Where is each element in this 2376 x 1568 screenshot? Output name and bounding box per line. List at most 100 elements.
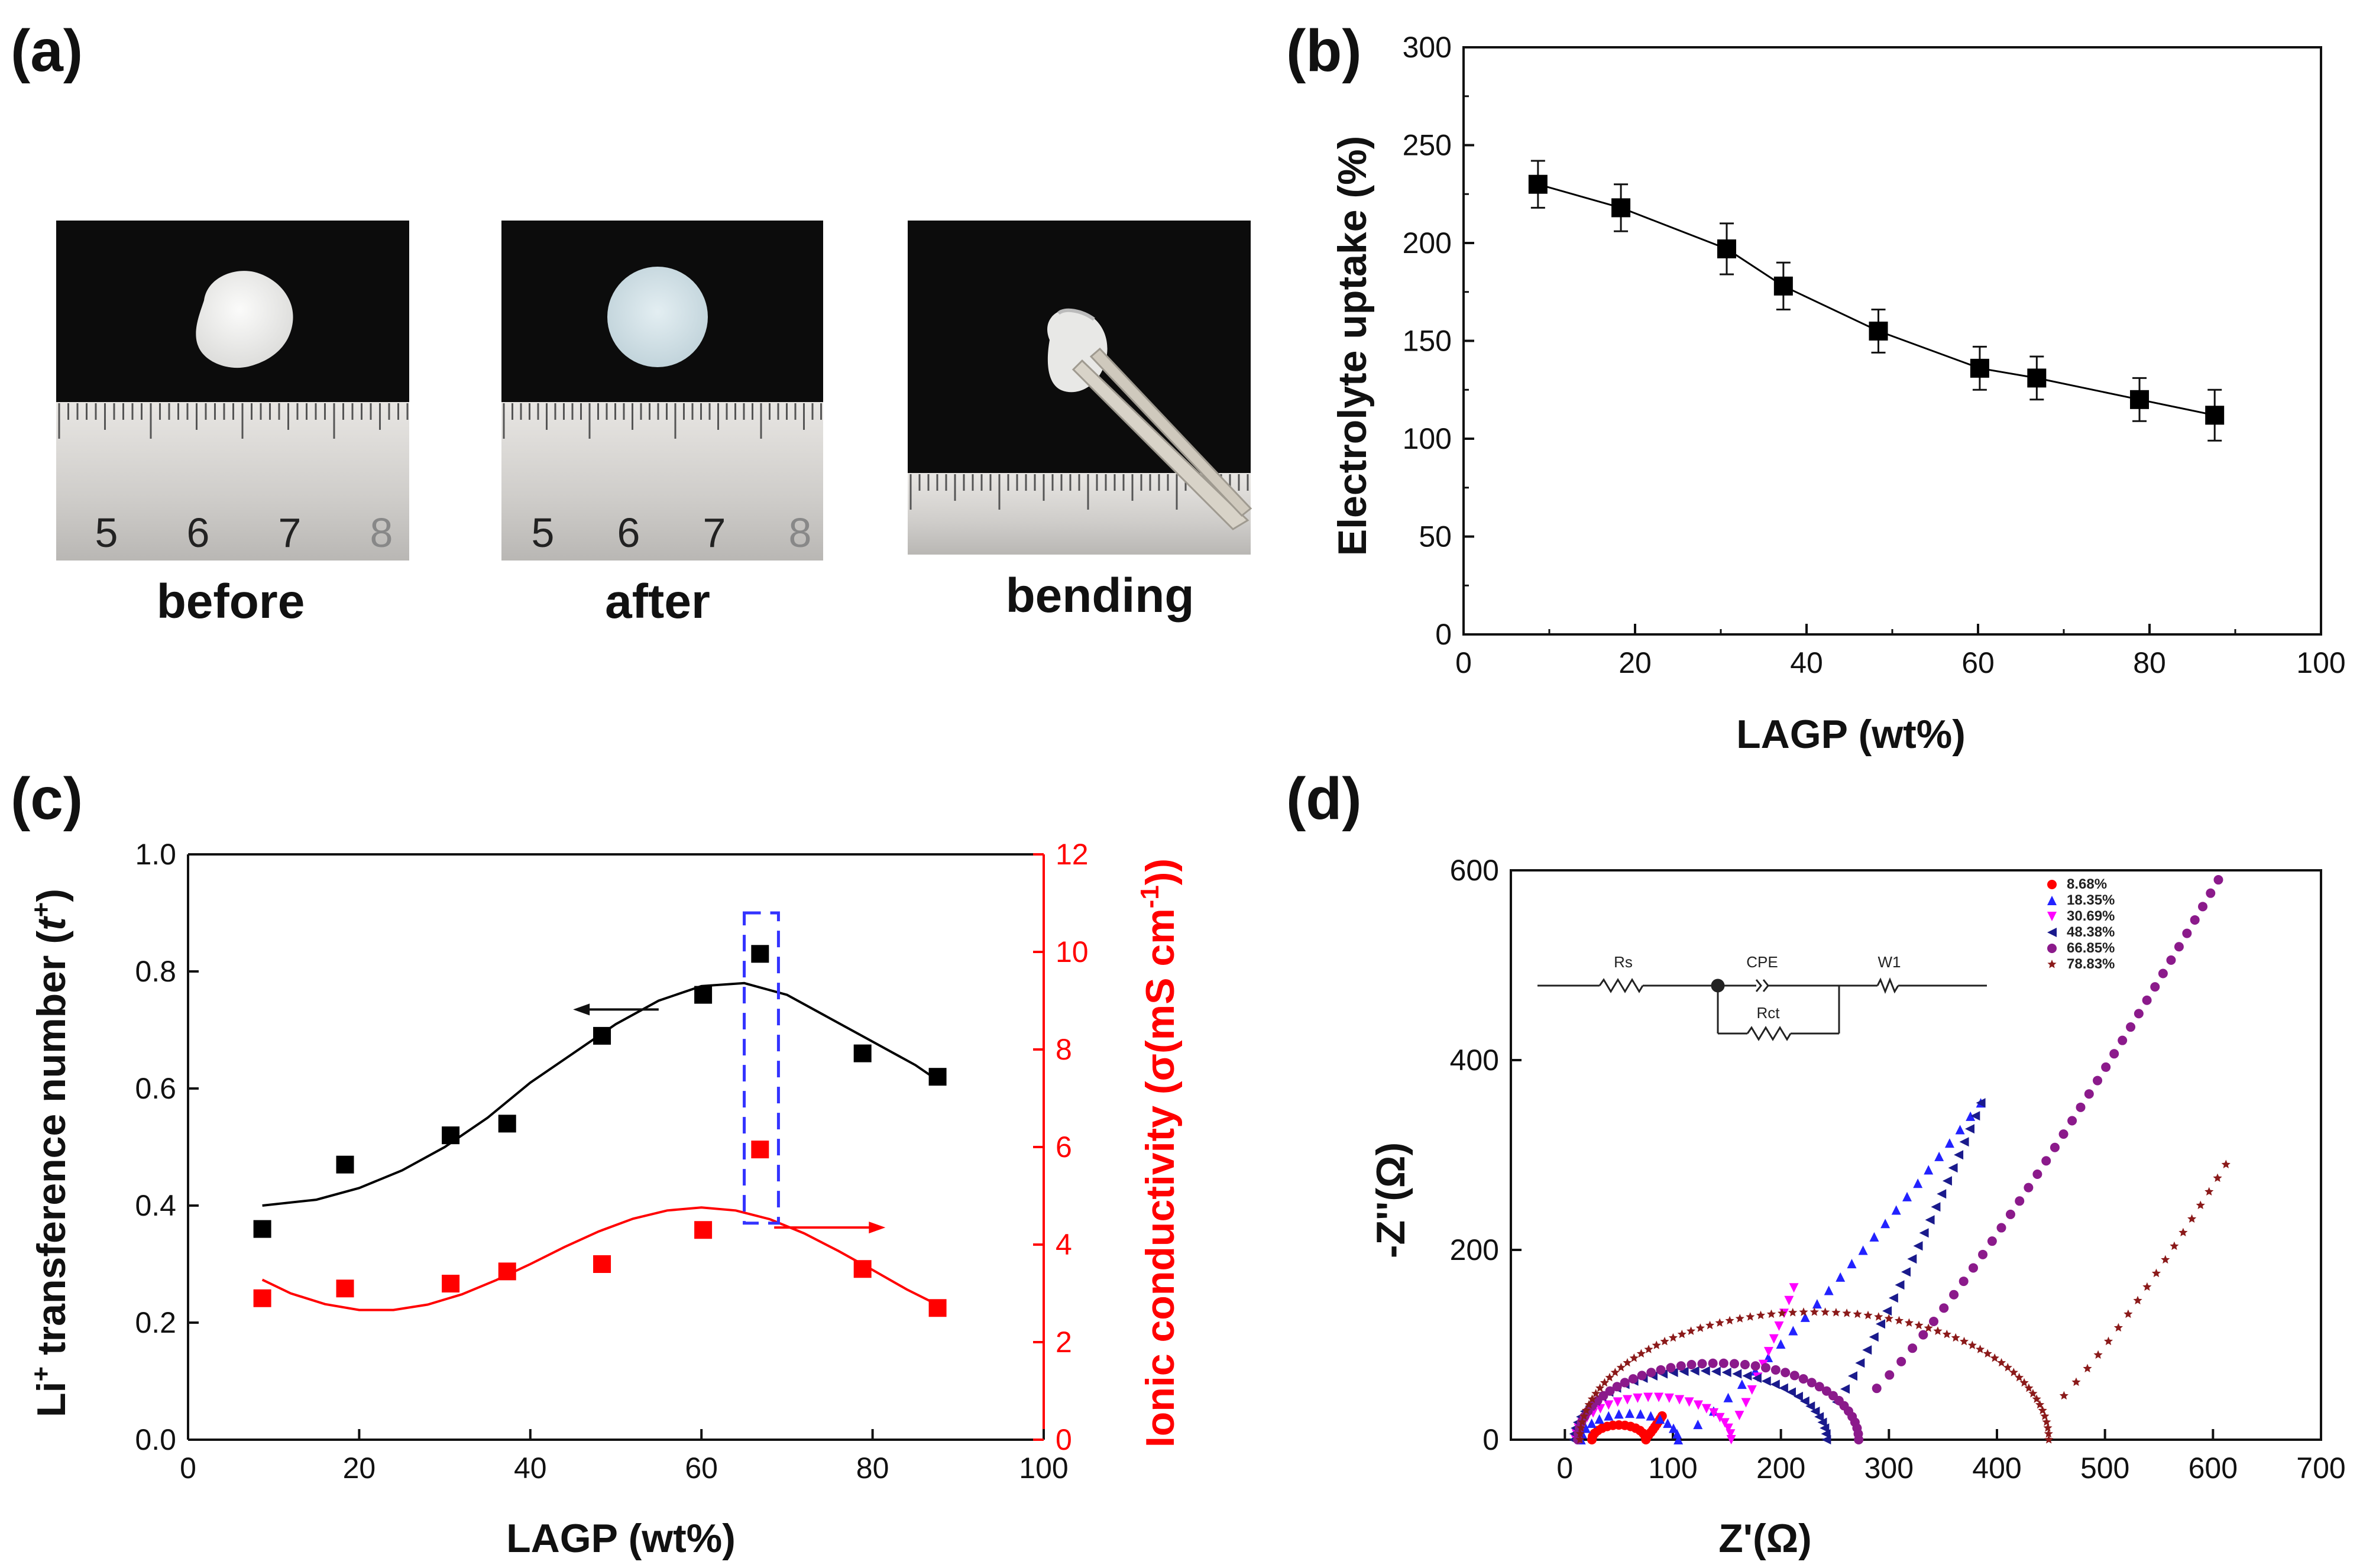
data-point [1623,1358,1632,1367]
y-tick-label: 300 [1403,31,1452,64]
legend-d-entry: 8.68% [2067,876,2107,892]
data-point [1673,1435,1684,1444]
data-point [1773,276,1793,296]
data-point [2205,406,2225,425]
data-point [1584,1399,1594,1409]
data-point [1655,1414,1665,1424]
data-point [1666,1363,1676,1373]
data-point [2093,1350,2103,1359]
data-point [2142,1282,2152,1291]
chart-b: 0 20 40 60 80 100 0 50 100 150 200 250 300 [1403,31,2346,679]
y-tick-label: 100 [1403,422,1452,455]
data-point [1668,1368,1678,1378]
data-point [1679,1366,1689,1376]
data-point [1684,1397,1694,1407]
data-point [1742,1371,1752,1381]
photo-before: 5 6 7 8 [56,221,409,561]
data-point [1591,1389,1601,1398]
legend-marker [2047,896,2057,905]
data-point [694,1221,713,1239]
y-tick-label: 50 [1419,520,1452,553]
data-point [694,986,713,1004]
data-point [1784,1295,1794,1305]
chart-d: 0 100 200 300 400 500 600 700 0 200 400 600 [1450,854,2346,1485]
data-point [1624,1408,1634,1418]
data-point [1614,1409,1624,1419]
ruler-number: 6 [617,510,640,556]
data-point [853,1260,872,1278]
data-point [1676,1361,1686,1371]
membrane-after [607,267,708,367]
data-point [1695,1323,1705,1332]
data-point [2027,368,2047,388]
data-point [2003,1363,2012,1372]
data-point [1824,1285,1834,1295]
data-point [1942,1176,1952,1186]
data-point [1756,1310,1766,1320]
data-point [2198,902,2208,912]
data-point [1968,1263,1978,1273]
y-tick-label-left: 0.6 [135,1072,176,1105]
data-point [253,1289,271,1307]
data-point [336,1155,354,1174]
data-point [928,1299,947,1317]
x-tick-label: 80 [2133,646,2166,679]
data-point [1840,1384,1850,1394]
data-point [593,1255,611,1273]
data-point [1997,1358,2006,1367]
data-point [1937,1189,1947,1199]
legend-d-entry: 48.38% [2067,924,2115,940]
data-point [2042,1417,2051,1426]
data-point [1725,1316,1734,1325]
data-point [1788,1308,1798,1317]
data-point [2044,1429,2053,1438]
data-point [2170,1241,2179,1250]
data-point [1894,1316,1904,1325]
data-point [1723,1423,1733,1433]
data-point [1939,1303,1949,1313]
data-point [1821,1386,1831,1396]
ruler-number: 7 [279,510,302,556]
data-point [1613,1397,1623,1407]
y-tick-label-left: 0.2 [135,1306,176,1339]
data-point [1872,1384,1882,1394]
data-point [1908,1343,1918,1353]
x-tick-label: 600 [2189,1452,2238,1485]
data-point [2019,1378,2029,1387]
data-point [1697,1359,1707,1369]
data-point [2213,875,2223,885]
circuit-label-cpe: CPE [1746,953,1778,971]
data-point [1970,358,1989,378]
data-point [2182,928,2192,938]
photo-after: 5 6 7 8 [501,221,823,561]
ruler-number: 8 [370,510,393,556]
data-point [1636,1349,1646,1358]
data-point [1996,1223,2006,1233]
data-point [1970,1111,1980,1121]
data-point [1643,1392,1653,1402]
data-point [1907,1254,1917,1264]
data-point [498,1262,516,1281]
panel-b-label: (b) [1286,18,1362,84]
data-point [1740,1360,1750,1370]
data-point [2032,1394,2041,1403]
data-point [1575,1429,1585,1438]
data-point [1869,1232,1879,1242]
data-point [2005,1209,2015,1219]
data-point [1942,1329,1951,1339]
data-point [1810,1407,1820,1417]
photo-bending [908,221,1252,555]
legend-marker [2047,912,2057,921]
data-point [1595,1404,1605,1414]
data-point [1924,1323,1933,1332]
data-point [1925,1215,1935,1225]
x-tick-label: 300 [1864,1452,1914,1485]
data-point [1842,1308,1851,1317]
data-point [1769,1334,1779,1344]
data-point [1770,1379,1780,1389]
x-tick-label: 200 [1756,1452,1805,1485]
arrow-right-head [869,1222,886,1234]
data-point [1978,1249,1988,1259]
data-point [2009,1368,2018,1376]
ruler-number: 6 [187,510,210,556]
